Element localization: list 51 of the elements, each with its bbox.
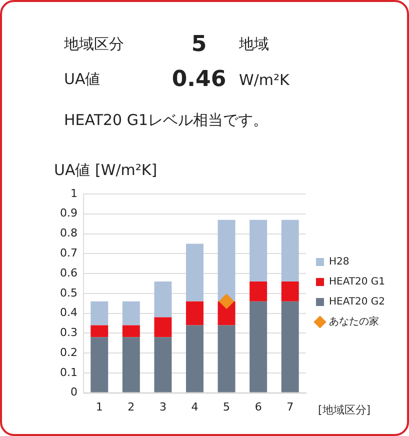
text: 地域区分: [64, 35, 125, 54]
x-tick-label: 2: [128, 400, 135, 414]
bar: [154, 281, 172, 318]
text: W/m²K: [239, 70, 290, 88]
x-tick-label: 6: [254, 400, 262, 414]
bar: [250, 220, 268, 282]
bar: [250, 281, 268, 302]
y-tick-label: 0.8: [60, 226, 78, 240]
legend-label: あなたの家: [329, 316, 379, 328]
bar: [186, 325, 204, 392]
bar: [122, 337, 140, 392]
y-tick-label: 0.5: [60, 286, 78, 300]
x-tick-label: 4: [191, 400, 198, 414]
bar: [154, 337, 172, 392]
legend-label: HEAT20 G2: [329, 296, 386, 308]
legend-label: HEAT20 G1: [329, 276, 386, 288]
x-tick-label: 7: [286, 400, 294, 414]
y-tick-label: 0: [70, 386, 78, 399]
bar: [281, 220, 299, 282]
bar: [281, 301, 299, 392]
x-tick-label: 1: [96, 400, 103, 414]
bar: [122, 325, 140, 338]
bar: [281, 281, 299, 302]
text: UA値: [64, 70, 102, 89]
bar: [90, 301, 108, 326]
text: 5: [191, 32, 207, 57]
x-axis-title: [地域区分]: [318, 404, 371, 417]
bar: [186, 301, 204, 326]
y-tick-label: 0.4: [60, 306, 78, 320]
y-tick-label: 0.2: [60, 346, 78, 359]
bar: [154, 317, 172, 338]
bar: [90, 337, 108, 392]
text: 0.46: [172, 67, 226, 92]
x-tick-label: 3: [159, 400, 166, 414]
bar: [122, 301, 140, 326]
bar: [90, 325, 108, 338]
y-tick-label: 0.1: [60, 366, 78, 379]
legend-label: H28: [329, 256, 350, 268]
bar: [186, 244, 204, 302]
y-tick-label: 0.7: [60, 246, 78, 260]
y-tick-label: 0.3: [60, 326, 78, 340]
chart-title: UA値 [W/m²K]: [54, 160, 158, 179]
x-tick-label: 5: [223, 400, 230, 414]
bar: [218, 220, 236, 302]
y-tick-label: 1: [70, 186, 78, 200]
bar: [250, 301, 268, 392]
bar: [218, 325, 236, 392]
y-tick-label: 0.9: [60, 206, 78, 220]
text: 地域: [239, 35, 270, 54]
text: HEAT20 G1レベル相当です。: [64, 111, 268, 129]
y-tick-label: 0.6: [60, 266, 78, 280]
